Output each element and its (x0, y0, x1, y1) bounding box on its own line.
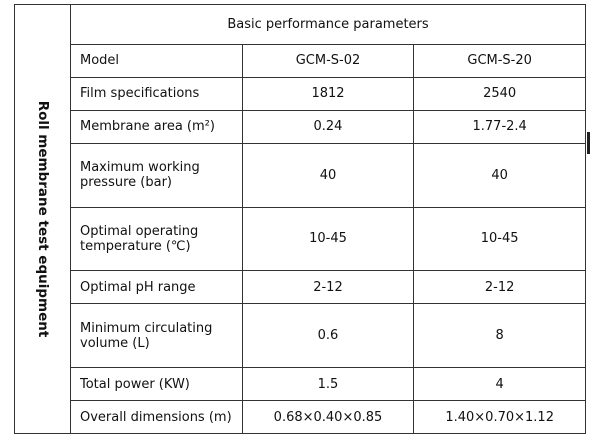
row-value-model-2: GCM-S-20 (413, 44, 586, 78)
table-row: Membrane area (m²) 0.24 1.77-2.4 (15, 109, 586, 144)
row-label: Film specifications (70, 76, 243, 111)
row-value-model-1: 10-45 (241, 206, 415, 272)
table-row: Model GCM-S-02 GCM-S-20 (15, 44, 586, 78)
row-value-model-2: 8 (413, 303, 586, 369)
edge-mark (587, 132, 590, 154)
side-label-cell: Roll membrane test equipment (14, 4, 71, 434)
table-row: Minimum circulating volume (L) 0.6 8 (15, 303, 586, 369)
row-label: Optimal pH range (70, 270, 243, 305)
table-row: Total power (KW) 1.5 4 (15, 367, 586, 401)
row-label: Membrane area (m²) (70, 109, 243, 144)
table-row: Optimal operating temperature (℃) 10-45 … (15, 206, 586, 272)
row-value-model-2: 1.77-2.4 (413, 109, 586, 144)
row-value-model-2: 1.40×0.70×1.12 (413, 400, 586, 434)
row-label: Maximum working pressure (bar) (70, 142, 243, 208)
table-row: Optimal pH range 2-12 2-12 (15, 270, 586, 305)
row-label: Total power (KW) (70, 367, 243, 401)
row-value-model-1: 0.68×0.40×0.85 (241, 400, 415, 434)
row-value-model-1: 0.24 (241, 109, 415, 144)
row-label: Optimal operating temperature (℃) (70, 206, 243, 272)
row-value-model-2: 10-45 (413, 206, 586, 272)
row-label: Minimum circulating volume (L) (70, 303, 243, 369)
table-header-row: Roll membrane test equipment Basic perfo… (14, 4, 586, 434)
row-value-model-2: 4 (413, 367, 586, 401)
row-value-model-2: 2540 (413, 76, 586, 111)
side-label: Roll membrane test equipment (34, 100, 51, 338)
table-row: Maximum working pressure (bar) 40 40 (15, 142, 586, 208)
row-value-model-1: 1812 (241, 76, 415, 111)
row-value-model-2: 40 (413, 142, 586, 208)
row-value-model-1: 1.5 (241, 367, 415, 401)
table-row: Film specifications 1812 2540 (15, 76, 586, 111)
row-value-model-1: 0.6 (241, 303, 415, 369)
row-label: Overall dimensions (m) (70, 400, 243, 434)
table-row: Overall dimensions (m) 0.68×0.40×0.85 1.… (15, 400, 586, 434)
row-label: Model (70, 44, 243, 78)
row-value-model-1: 2-12 (241, 270, 415, 305)
row-value-model-1: GCM-S-02 (241, 44, 415, 78)
row-value-model-2: 2-12 (413, 270, 586, 305)
table-title: Basic performance parameters (70, 4, 586, 45)
performance-table: Roll membrane test equipment Basic perfo… (14, 4, 586, 434)
row-value-model-1: 40 (241, 142, 415, 208)
